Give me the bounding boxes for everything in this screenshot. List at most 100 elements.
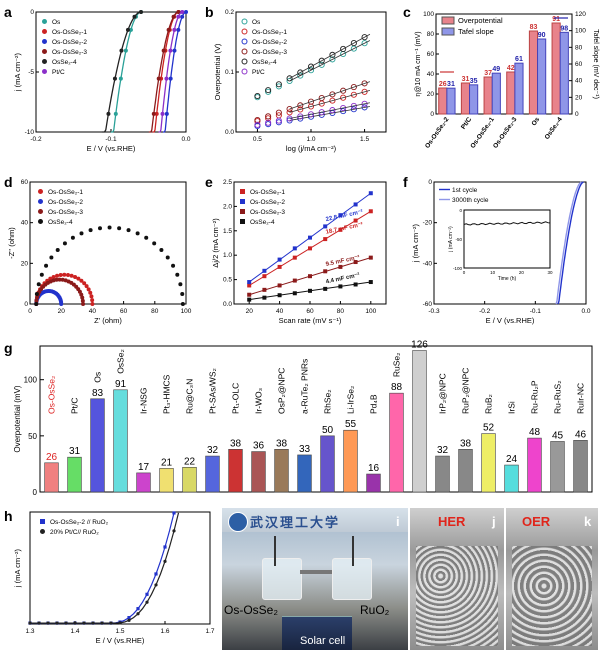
chart-b-point [307, 67, 315, 74]
panel-label-a: a [4, 4, 12, 20]
chart-g-value-label: 26 [46, 452, 58, 463]
chart-f-ylabel: j (mA cm⁻²) [411, 223, 420, 263]
chart-g-bar [159, 468, 174, 493]
chart-c-category-label: Os-OsSe₂-2 [424, 116, 451, 150]
chart-d-point [90, 298, 95, 303]
chart-e-point [308, 246, 312, 251]
chart-b-point [329, 97, 336, 104]
panel-label-f: f [403, 174, 408, 190]
chart-b-point [275, 109, 282, 116]
chart-e-point [277, 257, 282, 262]
chart-h-point [154, 572, 158, 576]
chart-e-xtick-label: 80 [337, 308, 345, 315]
chart-g-category-label: IrP₂@NPC [438, 373, 448, 414]
chart-h-point [145, 600, 149, 604]
chart-d-point [126, 228, 131, 233]
chart-e-point [323, 269, 328, 274]
chart-e-point [368, 209, 373, 214]
chart-a-point [176, 14, 181, 19]
chart-c-value-tafel: 31 [447, 81, 455, 88]
chart-g-value-label: 45 [552, 430, 564, 441]
chart-d-point [57, 277, 62, 282]
chart-g-value-label: 36 [253, 441, 265, 452]
chart-a-ytick-label: 0 [30, 9, 34, 16]
chart-g-category-label: Pt₃-HMCS [162, 374, 172, 414]
chart-e-point [277, 293, 282, 298]
chart-d-point [79, 231, 84, 236]
chart-f-plot-frame [433, 181, 587, 305]
chart-d-point [51, 274, 56, 279]
chart-d-point [49, 255, 54, 260]
chart-g-bar [527, 437, 542, 493]
chart-a-legend-label: Os-OsSe₂-2 [52, 39, 87, 46]
chart-b-point [275, 83, 282, 90]
chart-e-point [262, 295, 267, 300]
chart-b-point [329, 56, 336, 63]
chart-b-point [350, 106, 357, 113]
chart-d-point [117, 226, 122, 231]
chart-b-point [361, 88, 368, 95]
chart-d-point [79, 278, 84, 283]
chart-g-value-label: 46 [575, 429, 587, 440]
chart-c-y2tick-label: 60 [575, 61, 583, 68]
chart-b-point [340, 45, 347, 53]
chart-d-point [159, 247, 164, 252]
chart-h-legend-marker [40, 519, 45, 524]
panel-label-c: c [403, 4, 411, 20]
chart-b-legend-label: Os-OsSe₂-1 [252, 29, 287, 36]
chart-c-legend-swatch [441, 16, 455, 25]
chart-h-point [82, 621, 86, 625]
chart-g-value-label: 126 [411, 339, 428, 350]
chart-e-point [368, 255, 373, 260]
chart-d-legend-label: Os-OsSe₂-2 [48, 199, 83, 206]
chart-e-point [308, 274, 312, 279]
chart-b-point [275, 81, 282, 88]
chart-f-xtick-label: -0.1 [530, 308, 542, 315]
university-logo-text: 武汉理工大学 [250, 516, 341, 531]
chart-c-y2label: Tafel slope (mV dec⁻¹) [592, 29, 599, 99]
chart-h-legend-marker [40, 529, 45, 534]
chart-g-category-label: Ir-WO₃ [254, 388, 264, 414]
chart-g-bar [366, 473, 381, 493]
chart-a-legend-marker [42, 19, 47, 24]
chart-e-legend-label: OsSe₂-4 [250, 219, 275, 226]
chart-d-point [165, 255, 170, 260]
chart-h-point [136, 612, 140, 616]
chart-c-value-tafel: 35 [470, 78, 478, 85]
chart-a-legend-marker [42, 59, 47, 64]
chart-g-value-label: 48 [529, 427, 541, 438]
chart-a-ytick-label: -10 [25, 129, 35, 136]
chart-g-category-label: IrSi [507, 401, 517, 414]
chart-h-series-line [30, 512, 180, 624]
chart-b-legend-marker [241, 28, 248, 35]
chart-b-xtick-label: 1.0 [306, 136, 315, 143]
chart-d-point [81, 302, 86, 306]
chart-f-inset-xtick-label: 0 [463, 270, 466, 275]
chart-c-ytick-label: 20 [427, 91, 435, 98]
chart-g-value-label: 24 [506, 454, 518, 465]
chart-c-bar-overpotential [438, 87, 448, 115]
chart-d-point [86, 287, 91, 292]
chart-e-annotation: 22.8 mF cm⁻² [325, 208, 363, 223]
chart-g-category-label: a-RuTe₂ PNRs [300, 359, 310, 414]
chart-d-point [152, 241, 157, 246]
chart-c-legend-swatch [441, 27, 455, 36]
chart-c-legend-label: Overpotential [458, 16, 503, 25]
chart-g-bar [44, 462, 59, 493]
chart-a-point [112, 76, 117, 81]
chart-b-point [286, 109, 293, 116]
chart-a-legend-label: Os-OsSe₂-1 [52, 29, 87, 36]
solar-cell [282, 616, 352, 650]
chart-d-point [39, 272, 44, 277]
chart-e-legend-label: Os-OsSe₂-3 [250, 209, 285, 216]
chart-g-value-label: 38 [230, 438, 242, 449]
chart-f-inset-ytick-label: -50 [455, 237, 462, 242]
panel-label-b: b [205, 4, 214, 20]
chart-e-cdl: 20 40 60 80 100 0.0 0.5 1.0 1.5 2.0 2.5 Scan rate (… [211, 179, 387, 325]
chart-h-point [73, 621, 77, 625]
chart-d-xtick-label: 40 [89, 308, 97, 315]
chart-a-ylabel: j (mA cm⁻²) [13, 52, 22, 92]
chart-g-plot-frame [39, 345, 593, 493]
chart-e-point [323, 286, 328, 291]
